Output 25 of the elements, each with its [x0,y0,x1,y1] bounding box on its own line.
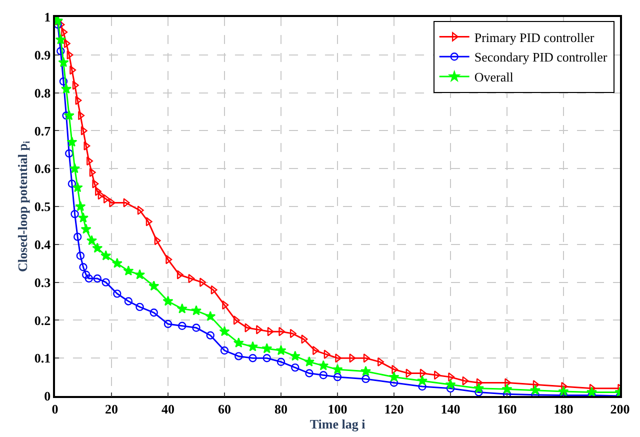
y-tick-label: 0.9 [34,47,52,62]
legend-label: Primary PID controller [474,30,595,45]
legend-label: Secondary PID controller [474,50,608,65]
y-tick-label: 0.4 [34,236,52,252]
y-tick-label: 0.6 [34,161,52,176]
legend-label: Overall [474,70,514,85]
x-tick-label: 100 [328,401,348,416]
y-tick-label: 0.7 [34,123,52,138]
y-tick-label: 0.1 [34,350,51,366]
y-tick-label: 0.8 [34,85,52,100]
x-tick-label: 20 [105,401,118,416]
x-tick-label: 160 [497,401,517,416]
y-tick-label: 0 [44,388,51,404]
x-tick-label: 40 [162,401,174,416]
x-tick-label: 80 [274,401,288,416]
x-tick-label: 180 [554,401,574,416]
y-tick-label: 1 [44,10,51,25]
y-tick-label: 0.3 [34,274,52,290]
x-tick-label: 60 [218,401,231,416]
x-tick-label: 140 [440,401,460,416]
x-axis-title: Time lag i [310,416,366,432]
y-tick-label: 0.2 [34,312,51,328]
y-tick-label: 0.5 [34,199,52,214]
x-tick-label: 120 [384,401,404,416]
x-tick-label: 200 [610,401,630,416]
